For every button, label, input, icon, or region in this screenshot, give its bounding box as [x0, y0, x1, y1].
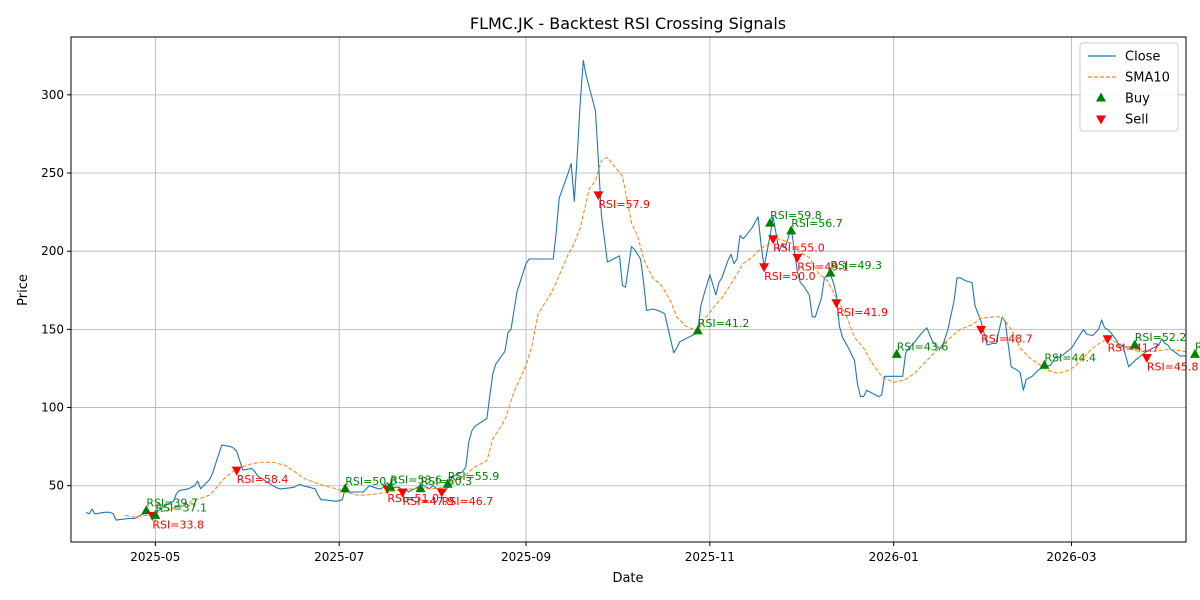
sell-signal-marker	[1141, 354, 1152, 363]
sell-signal-marker	[831, 299, 842, 309]
sell-signal-label: RSI=51.0	[387, 492, 439, 505]
sell-signal-label: RSI=55.0	[773, 242, 825, 255]
buy-signal-marker	[340, 483, 351, 493]
close-line	[85, 59, 1186, 521]
buy-signal-label: RSI=55.9	[448, 470, 500, 483]
chart-title: FLMC.JK - Backtest RSI Crossing Signals	[470, 14, 786, 33]
legend-sma10-label: SMA10	[1125, 71, 1170, 86]
buy-signal-label: RSI=43.6	[897, 340, 949, 353]
buy-signal-label: RSI=49.3	[830, 259, 882, 272]
plot-frame	[70, 36, 1187, 543]
legend-sell-label: Sell	[1125, 113, 1148, 128]
buy-signal-marker	[891, 348, 902, 358]
sma10-line	[125, 156, 1186, 518]
buy-signal-marker	[765, 217, 776, 227]
sell-signal-marker	[759, 263, 770, 273]
sell-signal-label: RSI=58.4	[237, 473, 289, 486]
buy-signal-marker	[150, 509, 161, 519]
sell-signal-label: RSI=57.9	[598, 198, 650, 211]
buy-signal-label: RSI=56.7	[791, 217, 843, 230]
y-tick-label: 100	[41, 401, 64, 415]
legend: Close SMA10 Buy Sell	[1079, 42, 1179, 132]
buy-signal-label: RSI=41.2	[698, 317, 750, 330]
buy-signal-label: RSI=37.1	[155, 501, 207, 514]
buy-signal-label: RSI=39.7	[146, 497, 198, 510]
sell-signal-marker	[976, 325, 987, 335]
sell-signal-label: RSI=33.8	[152, 518, 204, 531]
x-tick-label: 2025-09	[501, 550, 551, 564]
y-tick-label: 200	[41, 244, 64, 258]
legend-box	[1079, 42, 1179, 132]
y-axis-label: Price	[16, 274, 31, 306]
sell-signal-marker	[397, 488, 408, 498]
sell-signal-marker	[436, 488, 447, 498]
legend-buy-label: Buy	[1125, 92, 1150, 107]
sell-signal-label: RSI=49.1	[797, 260, 849, 273]
buy-signal-marker	[1129, 339, 1140, 349]
y-tick-label: 150	[41, 322, 64, 336]
buy-signal-label: RSI=49.4	[1195, 340, 1200, 353]
legend-sell-swatch	[1096, 115, 1106, 125]
buy-signal-marker	[385, 481, 396, 491]
x-axis-label: Date	[612, 571, 643, 586]
buy-signal-label: RSI=50.0	[345, 475, 397, 488]
sell-signal-marker	[792, 253, 803, 263]
buy-signal-marker	[1039, 359, 1050, 369]
buy-signal-label: RSI=44.4	[1044, 351, 1096, 364]
buy-signal-label: RSI=59.8	[770, 209, 822, 222]
y-tick-label: 300	[41, 88, 64, 102]
buy-signal-label: RSI=52.2	[1135, 331, 1187, 344]
x-tick-label: 2026-03	[1046, 550, 1096, 564]
series-layer	[85, 59, 1186, 521]
buy-signal-marker	[1190, 348, 1200, 358]
buy-signal-label: RSI=53.6	[390, 473, 442, 486]
y-tick-label: 50	[49, 479, 64, 493]
legend-buy-swatch	[1096, 92, 1106, 102]
buy-signal-marker	[415, 483, 426, 493]
buy-signal-marker	[442, 478, 453, 488]
y-axis-ticks: 50 100 150 200 250 300	[41, 88, 71, 493]
signal-layer: RSI=39.7 RSI=33.8 RSI=37.1 RSI=58.4 RSI=50.0…	[141, 191, 1200, 531]
sell-signal-marker	[1102, 335, 1113, 345]
sell-signal-label: RSI=47.9	[402, 495, 454, 508]
grid	[71, 37, 1186, 542]
sell-signal-label: RSI=41.9	[836, 306, 888, 319]
sell-signal-label: RSI=45.8	[1147, 361, 1199, 374]
sell-signal-marker	[231, 466, 242, 476]
x-axis-ticks: 2025-05 2025-07 2025-09 2025-11 2026-01 2026-…	[130, 542, 1097, 564]
buy-signal-marker	[692, 325, 703, 335]
x-tick-label: 2025-11	[685, 550, 735, 564]
buy-signal-marker	[825, 267, 836, 277]
sell-signal-label: RSI=48.7	[981, 332, 1033, 345]
sell-signal-label: RSI=50.0	[764, 270, 816, 283]
x-tick-label: 2025-07	[314, 550, 364, 564]
sell-signal-marker	[768, 235, 779, 245]
y-tick-label: 250	[41, 166, 64, 180]
x-tick-label: 2025-05	[130, 550, 180, 564]
x-tick-label: 2026-01	[869, 550, 919, 564]
sell-signal-marker	[593, 191, 604, 201]
buy-signal-marker	[786, 225, 797, 235]
legend-close-label: Close	[1125, 50, 1160, 65]
sell-signal-label: RSI=46.7	[442, 495, 494, 508]
